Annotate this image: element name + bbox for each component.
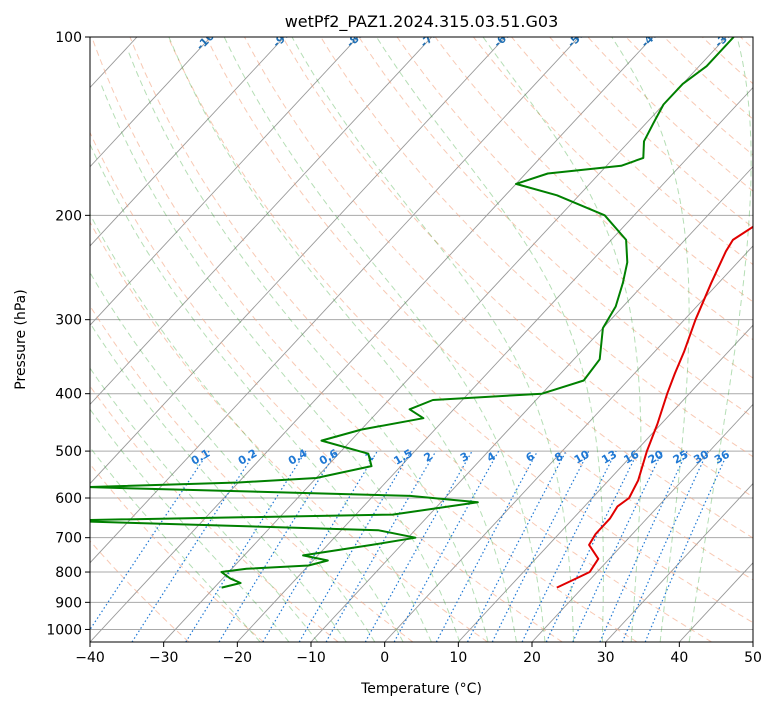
dry-adiabat-line [129, 37, 712, 642]
mixing-ratio-line [90, 450, 210, 631]
dry-adiabat-line [90, 540, 190, 642]
dry-adiabats [90, 37, 753, 642]
mixing-ratio-line [491, 450, 590, 642]
moist-adiabat-line [90, 408, 290, 642]
y-axis-ticks: 100 200 300 400 500 600 700 800 900 1000 [46, 30, 90, 638]
mixing-ratio-line [521, 450, 617, 642]
y-axis-label: Pressure (hPa) [13, 289, 29, 389]
dry-adiabat-line [90, 131, 563, 642]
isotherm-line [90, 37, 359, 326]
isotherm-line [90, 37, 285, 247]
y-tick-label: 900 [55, 595, 82, 611]
isotherm-line [237, 86, 753, 642]
moist-adiabat-line [611, 37, 690, 642]
moist-adiabat-line [90, 367, 319, 642]
plot-frame [89, 36, 754, 643]
x-tick-label: 30 [597, 650, 615, 666]
y-tick-label: 300 [55, 313, 82, 329]
moist-adiabat-line [100, 83, 461, 642]
moist-adiabat-line [90, 213, 404, 642]
x-tick-label: −20 [223, 650, 253, 666]
isotherm-line [531, 403, 753, 642]
y-tick-label: 1000 [46, 622, 82, 638]
x-tick-label: 20 [523, 650, 541, 666]
x-axis-label: Temperature (°C) [360, 681, 482, 697]
y-tick-label: 600 [55, 491, 82, 507]
dry-adiabat-line [90, 221, 488, 642]
mixing-ratio-line [644, 450, 729, 642]
moist-adiabat-line [168, 37, 517, 642]
isotherm-line [458, 324, 753, 642]
dry-adiabat-line [205, 37, 753, 581]
moist-adiabat-line [223, 37, 546, 642]
dry-adiabat-line [90, 463, 264, 642]
isotherm-line [90, 37, 506, 485]
x-tick-label: 10 [449, 650, 467, 666]
y-tick-label: 700 [55, 531, 82, 547]
isotherm-line [90, 37, 432, 406]
dry-adiabat-line [167, 37, 753, 624]
mixing-ratio-line [364, 450, 473, 642]
isotherm-line [90, 37, 653, 642]
y-tick-label: 400 [55, 387, 82, 403]
dewpoint-profile-line [90, 37, 735, 589]
x-axis-ticks: −40 −30 −20 −10 0 10 20 30 40 50 [75, 642, 762, 666]
x-tick-label: −10 [296, 650, 326, 666]
y-tick-label: 100 [55, 30, 82, 46]
mixing-ratio-line [599, 450, 688, 642]
mixing-ratio-line [131, 450, 257, 642]
isotherm-line [163, 37, 727, 642]
isotherm-grid [90, 37, 753, 642]
dry-adiabat-line [91, 37, 638, 642]
isotherm-line [310, 166, 753, 642]
isobar-grid [90, 37, 753, 630]
moist-adiabat-line [291, 37, 575, 642]
isotherm-label: 40 [751, 543, 771, 563]
moist-adiabat-line [90, 322, 347, 642]
x-tick-label: 40 [670, 650, 688, 666]
dry-adiabat-line [473, 37, 753, 303]
temperature-profile-line [556, 225, 753, 589]
mixing-ratio-line [218, 450, 338, 642]
moist-adiabat-line [90, 271, 376, 642]
y-tick-label: 800 [55, 565, 82, 581]
sounding-series [90, 37, 753, 589]
mixing-ratio-line [621, 450, 709, 642]
moist-adiabats [90, 37, 752, 642]
x-tick-label: 0 [380, 650, 389, 666]
isotherm-line [384, 245, 753, 642]
isotherm-line [90, 37, 580, 564]
x-tick-label: 50 [744, 650, 762, 666]
mixing-ratio-line [435, 450, 539, 642]
dry-adiabat-line [244, 37, 753, 539]
moist-adiabat-line [127, 49, 489, 642]
moist-adiabat-line [376, 37, 604, 642]
dry-adiabat-line [434, 37, 753, 341]
dry-adiabat-line [282, 37, 753, 498]
x-tick-label: −40 [75, 650, 105, 666]
mixing-ratio-line [185, 450, 307, 642]
moist-adiabat-line [688, 37, 752, 642]
isotherm-line [605, 482, 753, 642]
chart-title: wetPf2_PAZ1.2024.315.03.51.G03 [285, 12, 559, 32]
mixing-ratio-line [393, 450, 500, 642]
y-tick-label: 200 [55, 208, 82, 224]
x-tick-label: −30 [149, 650, 179, 666]
isotherm-line [90, 37, 211, 168]
y-tick-label: 500 [55, 444, 82, 460]
dry-adiabat-line [396, 37, 753, 379]
